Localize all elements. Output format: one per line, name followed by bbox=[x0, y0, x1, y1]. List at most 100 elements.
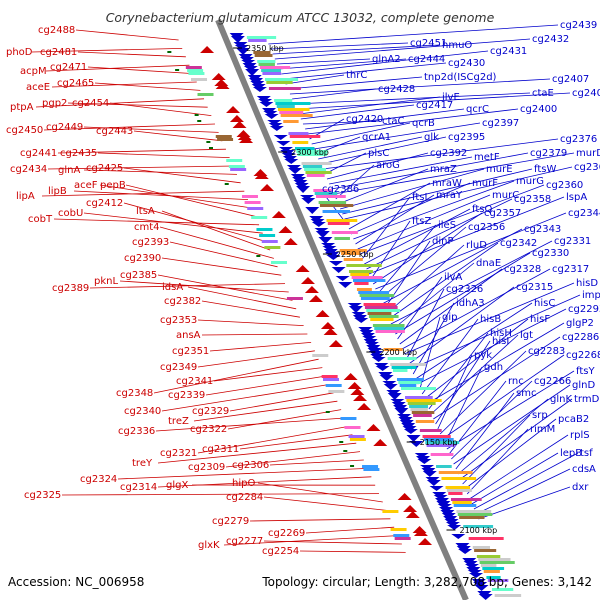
forward-gene-category-block bbox=[368, 312, 392, 315]
gene-label-cg2435: cg2435 bbox=[60, 148, 97, 159]
reverse-gene-category-block bbox=[187, 69, 203, 72]
reverse-gene-category-block bbox=[186, 66, 202, 69]
reverse-gene-arrow bbox=[321, 322, 335, 329]
connector-line bbox=[230, 393, 334, 411]
reverse-gene-category-block bbox=[328, 390, 344, 393]
gene-label-pepB: pepB bbox=[100, 180, 126, 191]
reverse-gene-arrow bbox=[344, 373, 358, 380]
gene-label-glnA: glnA bbox=[58, 165, 80, 176]
forward-gene-category-block bbox=[274, 99, 292, 102]
forward-gene-arrow bbox=[288, 168, 302, 174]
forward-gene-category-block bbox=[307, 174, 325, 177]
reverse-gene-category-block bbox=[256, 228, 272, 231]
gene-label-cg2420: cg2420 bbox=[346, 114, 383, 125]
forward-gene-category-block bbox=[413, 414, 432, 417]
reverse-gene-category-block bbox=[363, 468, 379, 471]
connector-line bbox=[371, 221, 410, 279]
gene-label-gip: gip bbox=[442, 312, 457, 323]
forward-gene-category-block bbox=[452, 501, 471, 504]
forward-gene-category-block bbox=[358, 291, 389, 294]
reverse-gene-arrow bbox=[418, 538, 432, 545]
gene-label-hisC: hisC bbox=[534, 298, 555, 309]
forward-gene-arrow bbox=[259, 102, 273, 107]
forward-gene-arrow bbox=[423, 471, 437, 477]
forward-gene-category-block bbox=[459, 516, 484, 519]
forward-gene-arrow bbox=[301, 198, 315, 204]
reverse-gene-category-block bbox=[287, 297, 303, 300]
reverse-gene-arrow bbox=[230, 115, 244, 122]
gene-label-ansA: ansA bbox=[176, 330, 201, 341]
reverse-gene-category-block bbox=[264, 246, 280, 249]
gene-label-cg2341: cg2341 bbox=[176, 376, 213, 387]
forward-gene-category-block bbox=[401, 387, 436, 390]
reverse-gene-category-block bbox=[251, 216, 267, 219]
forward-gene-arrow bbox=[312, 222, 326, 227]
reverse-gene-category-block bbox=[391, 528, 407, 531]
gene-label-dxr: dxr bbox=[572, 482, 589, 493]
forward-gene-arrow bbox=[296, 186, 310, 193]
reverse-gene-arrow bbox=[272, 211, 286, 218]
reverse-gene-category-block bbox=[188, 72, 204, 75]
forward-gene-arrow bbox=[329, 261, 343, 266]
gene-label-cg2393: cg2393 bbox=[132, 237, 169, 248]
gene-label-cg2397: cg2397 bbox=[482, 118, 519, 129]
gene-label-cg2268: cg2268 bbox=[566, 350, 600, 361]
forward-gene-category-block bbox=[469, 537, 504, 540]
forward-gene-category-block bbox=[255, 54, 273, 57]
forward-gene-category-block bbox=[269, 87, 301, 90]
reverse-gene-category-block bbox=[362, 465, 378, 468]
forward-gene-category-block bbox=[416, 420, 434, 423]
forward-gene-arrow bbox=[376, 366, 390, 371]
gene-label-ctaE: ctaE bbox=[532, 88, 554, 99]
forward-gene-category-block bbox=[474, 549, 496, 552]
forward-gene-category-block bbox=[373, 324, 405, 327]
connector-line bbox=[258, 483, 383, 502]
connector-line bbox=[95, 83, 200, 90]
gene-label-ilvA: ilvA bbox=[444, 272, 462, 283]
forward-gene-category-block bbox=[393, 369, 407, 372]
forward-gene-arrow bbox=[479, 594, 493, 600]
gene-label-murD: murD bbox=[576, 148, 600, 159]
forward-gene-category-block bbox=[400, 384, 417, 387]
gene-label-cg2432: cg2432 bbox=[532, 34, 569, 45]
connector-line bbox=[76, 30, 179, 40]
gene-label-cobT: cobT bbox=[28, 214, 53, 225]
reverse-gene-arrow bbox=[353, 394, 367, 401]
reverse-gene-arrow bbox=[309, 295, 323, 302]
reverse-gene-arrow bbox=[212, 73, 226, 80]
gene-label-cg2385: cg2385 bbox=[120, 270, 157, 281]
forward-gene-category-block bbox=[346, 264, 381, 267]
gene-label-cg2488: cg2488 bbox=[38, 25, 75, 36]
gene-label-metF: metF bbox=[474, 152, 500, 163]
reverse-gene-arrow bbox=[324, 328, 338, 335]
reverse-gene-category-block bbox=[216, 135, 232, 138]
forward-gene-category-block bbox=[354, 282, 368, 285]
forward-gene-category-block bbox=[364, 303, 396, 306]
connector-line bbox=[202, 301, 300, 317]
gene-label-cg2382: cg2382 bbox=[164, 296, 201, 307]
connector-line bbox=[240, 435, 352, 449]
gene-label-dnaE: dnaE bbox=[476, 258, 501, 269]
gene-label-cg2293: cg2293 bbox=[568, 304, 600, 315]
gene-label-treY: treY bbox=[132, 458, 153, 469]
gene-label-lipB: lipB bbox=[48, 186, 67, 197]
forward-gene-category-block bbox=[473, 546, 490, 549]
reverse-gene-category-block bbox=[382, 510, 398, 513]
reverse-gene-category-block bbox=[230, 168, 246, 171]
gene-label-cg2358: cg2358 bbox=[514, 194, 551, 205]
forward-gene-category-block bbox=[447, 489, 472, 492]
reverse-gene-category-block bbox=[350, 438, 366, 441]
gene-label-ftsY: ftsY bbox=[576, 366, 595, 377]
gene-label-hmuO: hmuO bbox=[442, 40, 472, 51]
gene-label-cg2343: cg2343 bbox=[524, 224, 561, 235]
forward-gene-category-block bbox=[261, 69, 281, 72]
gene-label-cg2356: cg2356 bbox=[468, 222, 505, 233]
gene-label-pcaB2: pcaB2 bbox=[558, 414, 589, 425]
gene-label-cg2449: cg2449 bbox=[46, 122, 83, 133]
forward-gene-category-block bbox=[376, 330, 405, 333]
gene-label-cg2286: cg2286 bbox=[562, 332, 599, 343]
reverse-gene-arrow bbox=[260, 184, 274, 191]
reverse-gene-category-block bbox=[345, 426, 361, 429]
forward-gene-category-block bbox=[405, 396, 433, 399]
